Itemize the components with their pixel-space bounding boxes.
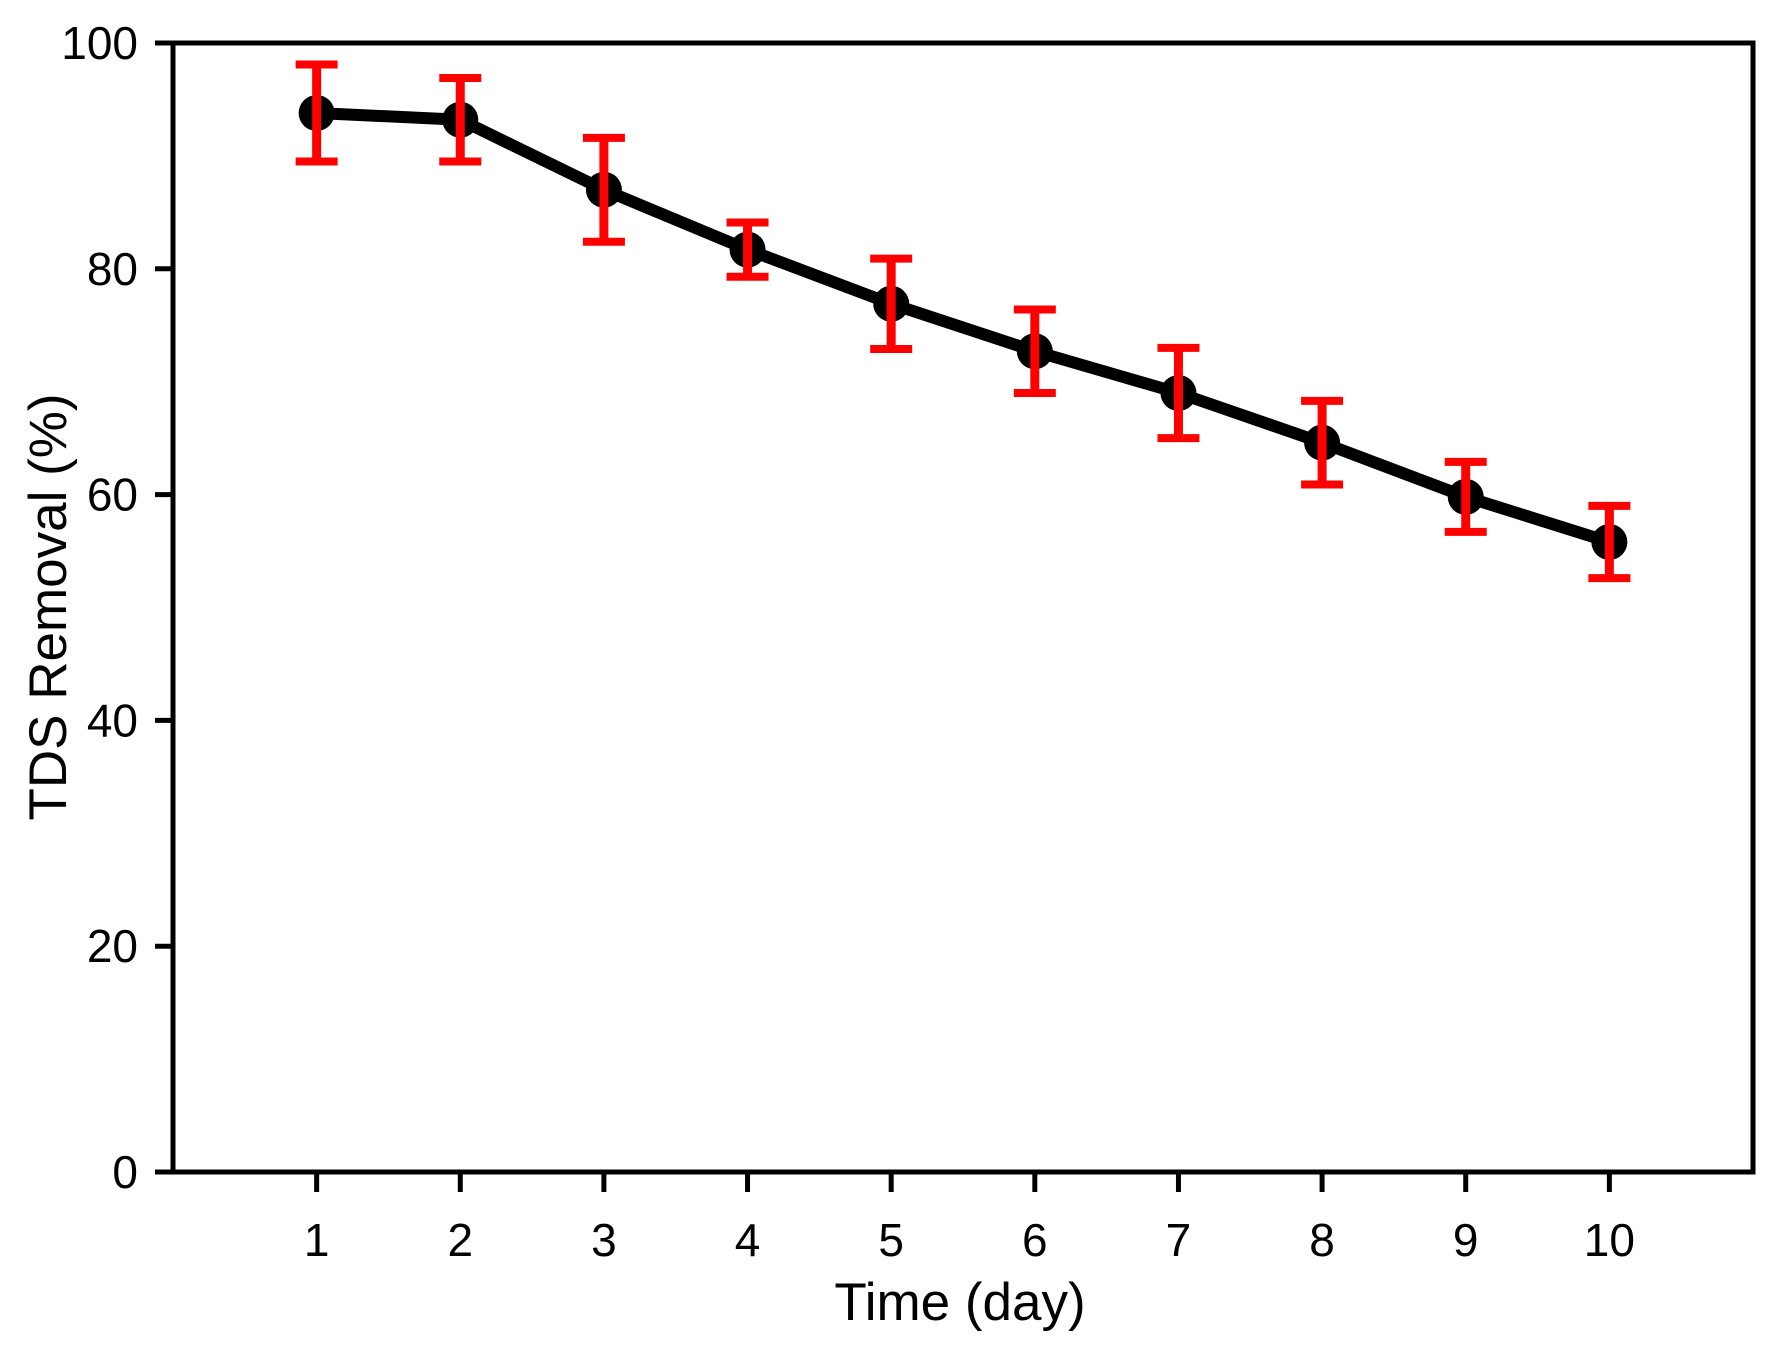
x-axis-tick-label: 2 [447, 1214, 473, 1266]
error-bar [1301, 396, 1344, 489]
x-axis-tick-label: 4 [735, 1214, 761, 1266]
x-axis-title: Time (day) [834, 1273, 1085, 1332]
error-bar [439, 73, 482, 166]
x-axis-tick-label: 5 [878, 1214, 904, 1266]
data-line [310, 106, 1616, 549]
plot-frame [170, 40, 1756, 1175]
error-bar [1013, 305, 1056, 397]
plot-area: 0 20 40 60 80 100 1 2 3 4 5 6 7 8 9 10 [61, 17, 1756, 1266]
y-axis-tick-label: 60 [87, 469, 138, 521]
y-axis-tick-label: 80 [87, 243, 138, 295]
y-axis-tick-label: 0 [112, 1146, 138, 1198]
error-bar [1157, 343, 1200, 443]
x-axis-tick-label: 6 [1022, 1214, 1048, 1266]
x-axis-tick-label: 7 [1166, 1214, 1192, 1266]
error-bar [295, 60, 338, 166]
x-axis-tick-label: 1 [304, 1214, 330, 1266]
error-bar [726, 218, 769, 281]
y-axis-tick-label: 40 [87, 694, 138, 746]
y-axis-tick-label: 20 [87, 920, 138, 972]
x-axis-tick-label: 3 [591, 1214, 617, 1266]
x-axis-tick-label: 9 [1453, 1214, 1479, 1266]
error-bar [582, 133, 625, 246]
error-bar [1588, 501, 1631, 583]
error-bar [1444, 457, 1487, 536]
y-axis-title: TDS Removal (%) [19, 393, 78, 820]
error-bar [870, 254, 913, 353]
x-axis-tick-label: 8 [1309, 1214, 1335, 1266]
y-axis-tick-label: 100 [61, 17, 138, 69]
x-axis-tick-label: 10 [1584, 1214, 1635, 1266]
